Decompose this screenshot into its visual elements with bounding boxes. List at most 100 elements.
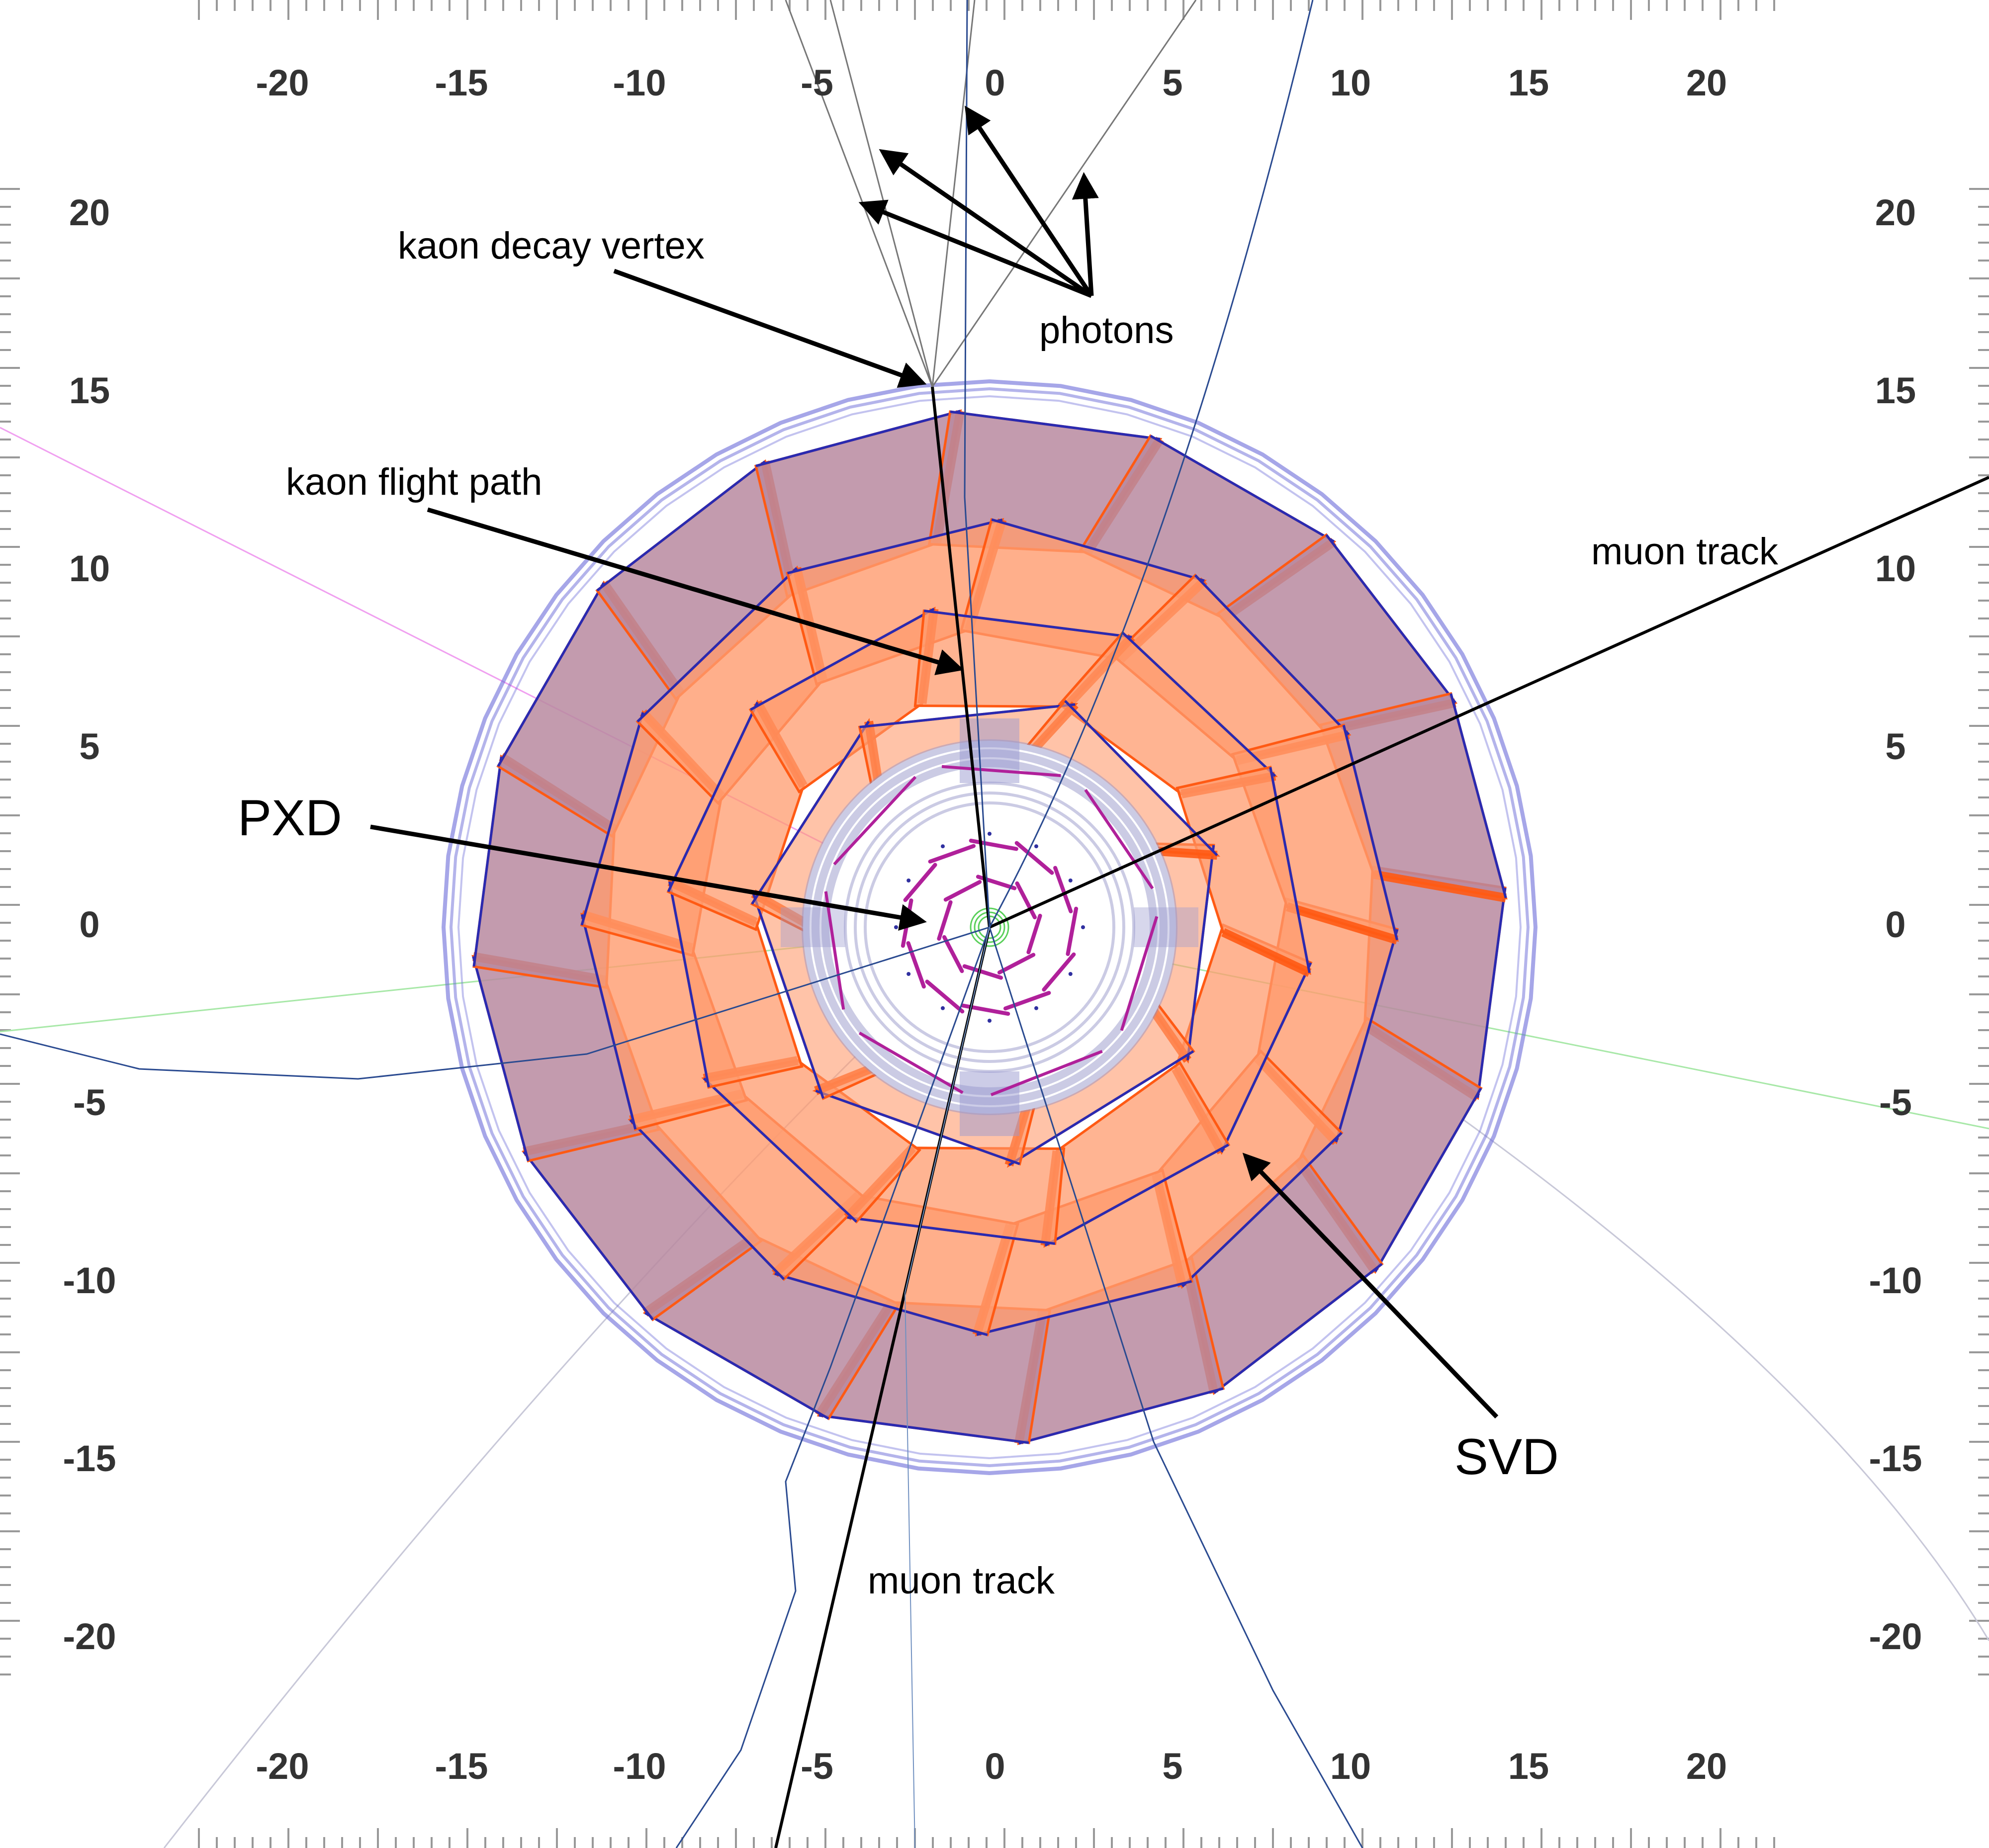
pxd-ladder xyxy=(1015,881,1037,920)
kaon-decay-vertex-arrow xyxy=(613,268,927,388)
y-tick-label: 0 xyxy=(1885,904,1905,945)
kaon-flight-path-label: kaon flight path xyxy=(286,461,542,503)
svd-sensor-line xyxy=(629,1119,785,1280)
photon-arrow xyxy=(965,105,1093,297)
y-tick-label: 10 xyxy=(69,548,110,589)
svd-sensor-line xyxy=(667,702,759,892)
svd-module-edge xyxy=(1221,928,1312,977)
track-line xyxy=(675,927,991,1848)
x-tick-label: -20 xyxy=(256,1746,309,1787)
annotation-labels: kaon decay vertex photons kaon flight pa… xyxy=(238,225,1779,1602)
x-tick-label: 5 xyxy=(1162,62,1182,103)
svd-label: SVD xyxy=(1454,1428,1559,1485)
pxd-ladder xyxy=(1003,991,1051,1011)
y-tick-label: -10 xyxy=(1869,1260,1922,1301)
svd-sensor-line xyxy=(1220,962,1312,1153)
photon-line xyxy=(785,0,933,387)
svd-sensor-line xyxy=(1008,1050,1194,1166)
pxd-ladder xyxy=(1053,866,1073,913)
track-line xyxy=(964,0,991,928)
svd-sensor-line xyxy=(1121,631,1276,777)
y-tick-label: 10 xyxy=(1875,548,1916,589)
pxd-ladder xyxy=(903,863,937,902)
pxd-ladder xyxy=(962,964,1003,980)
svd-sensor-line xyxy=(1476,887,1507,1098)
inner-support-ring xyxy=(864,801,1115,1053)
support-block xyxy=(781,907,845,947)
kaon-flight-path-arrow xyxy=(427,507,964,675)
inner-support-ring xyxy=(854,792,1125,1063)
pxd-ladder xyxy=(906,941,926,989)
svd-sensor-line xyxy=(1186,845,1215,1060)
x-tick-label: -20 xyxy=(256,62,309,103)
svd-ladder xyxy=(1084,789,1154,889)
track-line xyxy=(989,0,1314,928)
beam-pipe xyxy=(970,907,1009,947)
track-line xyxy=(0,926,990,1080)
y-tick-label: 5 xyxy=(79,726,99,767)
track-line xyxy=(989,927,1363,1848)
svd-sensor-line xyxy=(472,956,530,1161)
pxd-ladder xyxy=(1066,906,1079,956)
svd-sensor-line xyxy=(752,893,824,1099)
x-tick-label: 5 xyxy=(1162,1746,1182,1787)
pxd-ladder xyxy=(937,900,953,941)
pxd-ladder xyxy=(1026,913,1042,955)
pxd xyxy=(894,832,1085,1023)
annotation-arrows xyxy=(370,105,1499,1419)
pxd-ladder xyxy=(969,838,1018,851)
x-tick-label: 10 xyxy=(1330,1746,1371,1787)
y-tick-label: 20 xyxy=(1875,192,1916,233)
svd-arrow xyxy=(1242,1152,1499,1419)
photon-arrow xyxy=(858,199,1092,298)
svd-ladder xyxy=(991,1050,1103,1096)
y-tick-label: -10 xyxy=(63,1260,116,1301)
y-tick-label: -15 xyxy=(63,1438,116,1479)
svd-sensor-line xyxy=(1150,435,1335,543)
y-axis-left: 20 15 10 5 0 -5 -10 -15 -20 xyxy=(63,192,116,1657)
x-tick-label: 20 xyxy=(1686,62,1727,103)
y-tick-label: -20 xyxy=(63,1616,116,1657)
x-tick-label: 0 xyxy=(985,1746,1005,1787)
svd-sensor-line xyxy=(750,608,935,711)
svd-ladder xyxy=(824,891,845,1010)
svd-module-edge xyxy=(1373,870,1507,903)
svd-sensor-line xyxy=(580,914,637,1130)
photon-line xyxy=(829,0,933,387)
outer-support-ring xyxy=(441,379,1538,1476)
svd-sensor-line xyxy=(580,712,644,926)
muon-track-line xyxy=(989,476,1989,929)
pxd-ladder xyxy=(942,935,964,973)
y-tick-label: 15 xyxy=(69,370,110,411)
svd-sensor-line xyxy=(1213,1263,1383,1394)
support-block xyxy=(960,1071,1019,1136)
svd-sensor-line xyxy=(755,410,961,467)
svd-ladder xyxy=(941,765,1061,777)
svd-sensor-line xyxy=(1325,534,1456,704)
pxd-marker xyxy=(1034,844,1038,849)
svd-sensor-line xyxy=(497,582,605,767)
svd-sensor-line xyxy=(1194,574,1350,736)
pxd-marker xyxy=(1068,879,1073,882)
y-tick-label: -20 xyxy=(1869,1616,1922,1657)
svd-sensor-line xyxy=(1269,767,1311,973)
pxd-arrow xyxy=(370,824,927,931)
photon-line xyxy=(931,0,1197,387)
x-tick-label: -10 xyxy=(613,1746,666,1787)
x-tick-label: 20 xyxy=(1686,1746,1727,1787)
photon-line xyxy=(931,0,976,387)
x-axis-bottom: -20 -15 -10 -5 0 5 10 15 20 xyxy=(256,1746,1727,1787)
pxd-ladder xyxy=(925,979,965,1014)
pxd-marker xyxy=(1034,1006,1038,1010)
y-tick-label: -5 xyxy=(1879,1082,1912,1123)
svd-sensor-line xyxy=(1044,1144,1229,1247)
svd-sensor-line xyxy=(976,1280,1192,1336)
svd-sensor-line xyxy=(774,1272,988,1336)
pxd-marker xyxy=(988,832,992,836)
x-tick-label: -10 xyxy=(613,62,666,103)
muon-track-label: muon track xyxy=(1591,530,1779,573)
svd-sensor-line xyxy=(1342,724,1399,941)
svd-sensor-line xyxy=(1335,929,1399,1143)
